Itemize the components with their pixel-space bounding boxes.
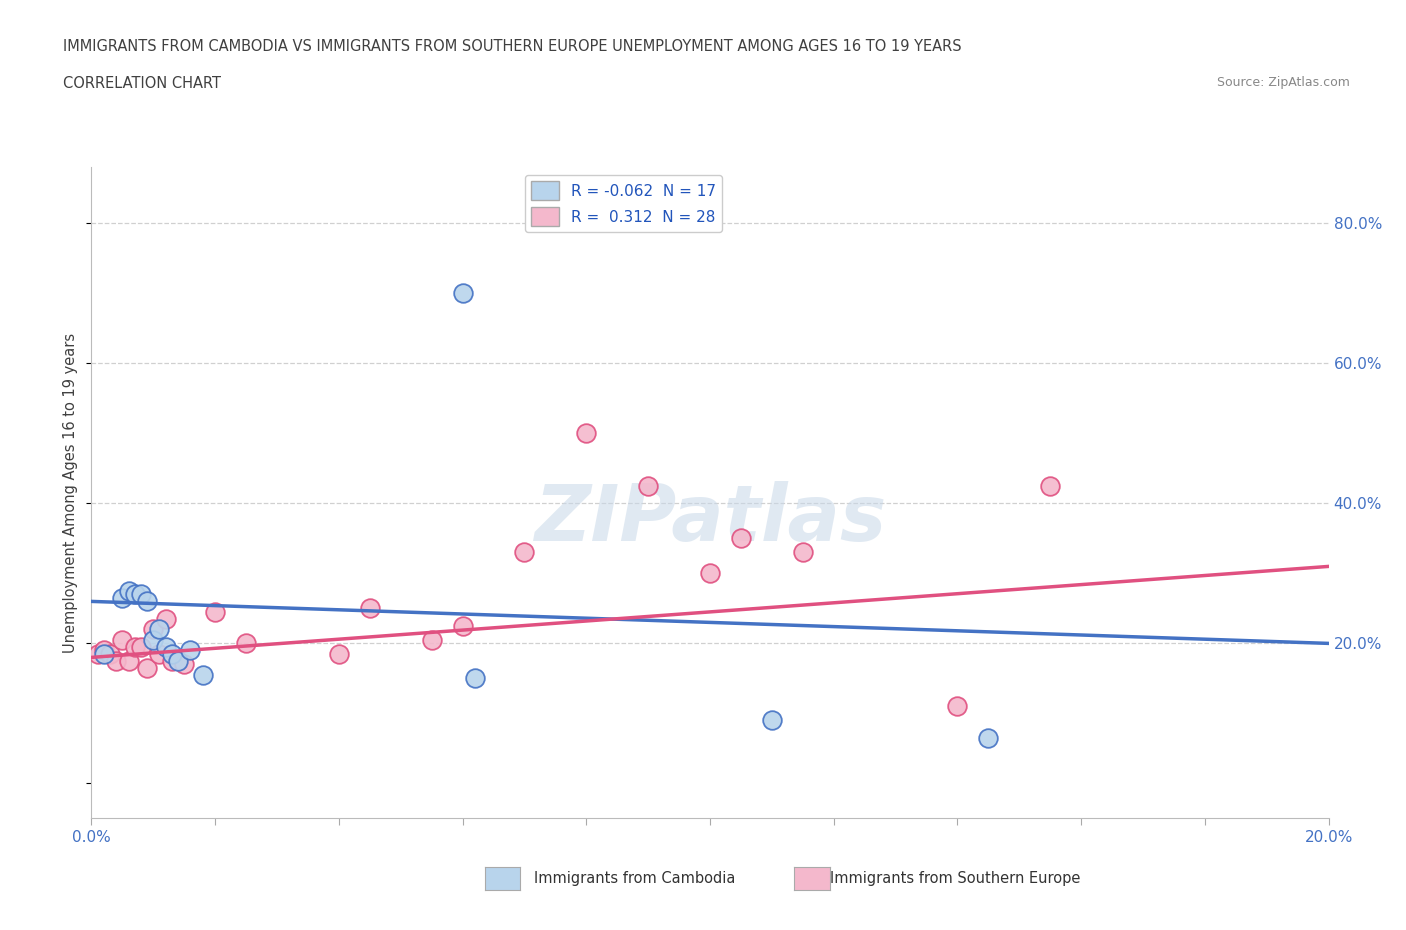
Point: [160, 646, 183, 661]
Point: [792, 545, 814, 560]
Legend: R = -0.062  N = 17, R =  0.312  N = 28: R = -0.062 N = 17, R = 0.312 N = 28: [524, 175, 721, 232]
Text: ZIPatlas: ZIPatlas: [534, 481, 886, 557]
Text: IMMIGRANTS FROM CAMBODIA VS IMMIGRANTS FROM SOUTHERN EUROPE UNEMPLOYMENT AMONG A: IMMIGRANTS FROM CAMBODIA VS IMMIGRANTS F…: [63, 39, 962, 54]
Point: [105, 654, 128, 669]
Point: [451, 286, 474, 300]
Text: CORRELATION CHART: CORRELATION CHART: [63, 76, 221, 91]
Point: [513, 545, 536, 560]
Point: [761, 713, 783, 728]
Point: [946, 699, 969, 714]
Point: [191, 668, 214, 683]
Point: [167, 654, 190, 669]
Point: [235, 636, 257, 651]
Point: [136, 660, 159, 675]
Point: [173, 657, 195, 671]
Point: [179, 643, 201, 658]
Y-axis label: Unemployment Among Ages 16 to 19 years: Unemployment Among Ages 16 to 19 years: [63, 333, 79, 653]
Point: [451, 618, 474, 633]
Point: [136, 594, 159, 609]
Point: [1039, 478, 1062, 493]
Point: [117, 583, 139, 598]
Point: [359, 601, 381, 616]
Point: [575, 426, 598, 441]
Point: [155, 611, 177, 626]
Point: [142, 632, 165, 647]
Point: [155, 640, 177, 655]
Point: [117, 654, 139, 669]
Point: [148, 622, 170, 637]
Point: [93, 646, 115, 661]
Point: [111, 632, 134, 647]
Text: Immigrants from Southern Europe: Immigrants from Southern Europe: [830, 871, 1080, 886]
Point: [730, 531, 752, 546]
Point: [129, 640, 152, 655]
Text: Source: ZipAtlas.com: Source: ZipAtlas.com: [1216, 76, 1350, 89]
Point: [93, 643, 115, 658]
Point: [124, 640, 146, 655]
Point: [98, 646, 121, 661]
Point: [977, 730, 1000, 745]
Point: [420, 632, 443, 647]
Point: [464, 671, 486, 685]
Point: [111, 591, 134, 605]
Point: [124, 587, 146, 602]
Point: [328, 646, 350, 661]
Point: [142, 622, 165, 637]
Point: [699, 566, 721, 581]
Point: [637, 478, 659, 493]
Point: [204, 604, 226, 619]
Point: [160, 654, 183, 669]
Point: [129, 587, 152, 602]
Point: [86, 646, 108, 661]
Point: [148, 646, 170, 661]
Text: Immigrants from Cambodia: Immigrants from Cambodia: [534, 871, 735, 886]
